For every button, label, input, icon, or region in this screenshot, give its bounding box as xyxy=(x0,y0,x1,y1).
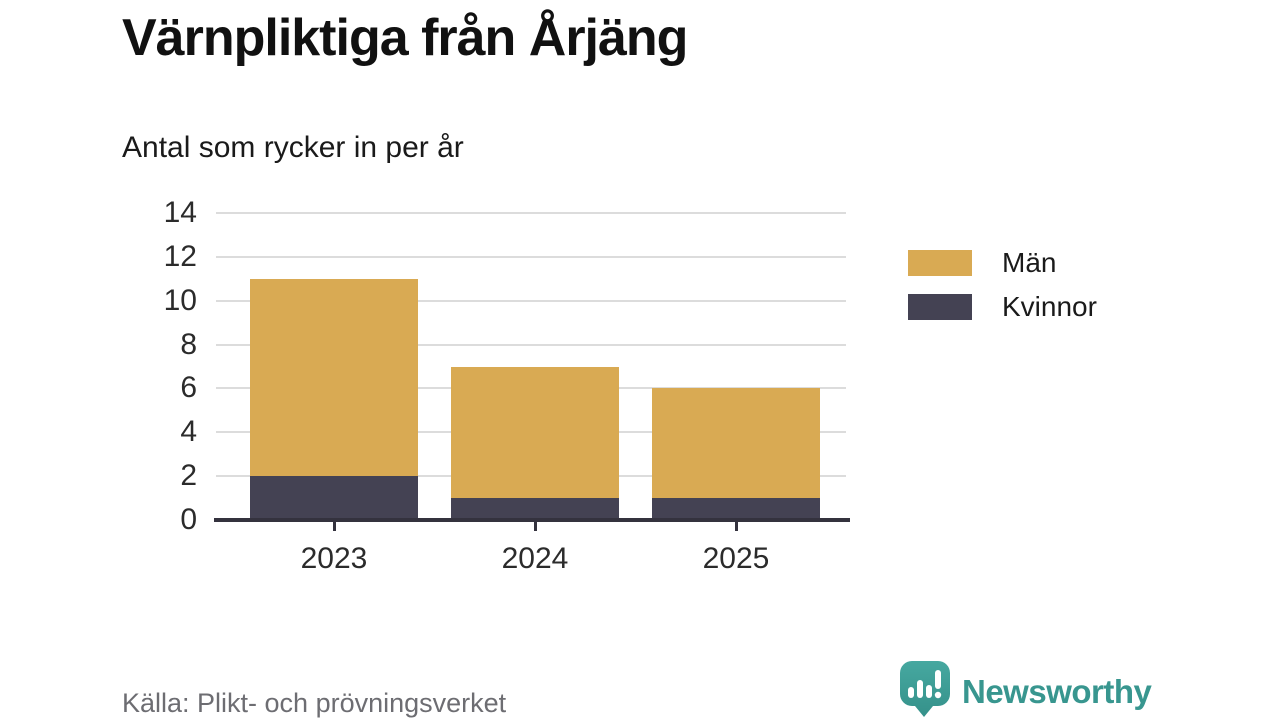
page-title: Värnpliktiga från Årjäng xyxy=(122,9,688,67)
legend-label: Män xyxy=(1002,247,1057,278)
x-axis-tick xyxy=(533,522,537,531)
bar-segment-2024-män xyxy=(451,366,619,499)
x-axis-label-2025: 2025 xyxy=(702,542,770,575)
chart-legend: Män Kvinnor xyxy=(908,249,1097,337)
y-axis-tick-label: 12 xyxy=(163,239,197,273)
gridline-10 xyxy=(216,299,846,302)
y-axis-tick-label: 14 xyxy=(163,196,197,229)
bar-segment-2023-män xyxy=(250,278,418,477)
x-axis-label-2024: 2024 xyxy=(501,542,569,575)
gridline-12 xyxy=(216,255,846,258)
y-axis-tick-label: 4 xyxy=(180,415,197,449)
bar-segment-2023-kvinnor xyxy=(250,476,418,520)
legend-item-män: Män xyxy=(908,249,1097,277)
y-axis-tick-label: 2 xyxy=(180,459,197,493)
x-axis-label-2023: 2023 xyxy=(300,542,368,575)
chart-subtitle: Antal som rycker in per år xyxy=(122,131,464,164)
x-axis-line xyxy=(214,518,850,522)
source-note: Källa: Plikt- och prövningsverket xyxy=(122,688,507,718)
y-axis-tick-label: 8 xyxy=(180,327,197,361)
x-axis-tick xyxy=(332,522,336,531)
y-axis-tick-label: 6 xyxy=(180,371,197,405)
bar-segment-2025-män xyxy=(652,388,820,499)
bar-segment-2025-kvinnor xyxy=(652,498,820,520)
x-axis-tick xyxy=(734,522,738,531)
gridline-8 xyxy=(216,343,846,346)
y-axis-tick-label: 0 xyxy=(180,503,197,536)
newsworthy-logo-icon xyxy=(898,660,952,720)
brand-name: Newsworthy xyxy=(962,672,1152,710)
legend-swatch xyxy=(908,294,972,320)
gridline-14 xyxy=(216,212,846,214)
legend-label: Kvinnor xyxy=(1002,291,1097,322)
y-axis-tick-label: 10 xyxy=(163,283,197,317)
brand-logo: Newsworthy xyxy=(898,660,1152,720)
bar-segment-2024-kvinnor xyxy=(451,498,619,520)
legend-item-kvinnor: Kvinnor xyxy=(908,293,1097,321)
legend-swatch xyxy=(908,250,972,276)
